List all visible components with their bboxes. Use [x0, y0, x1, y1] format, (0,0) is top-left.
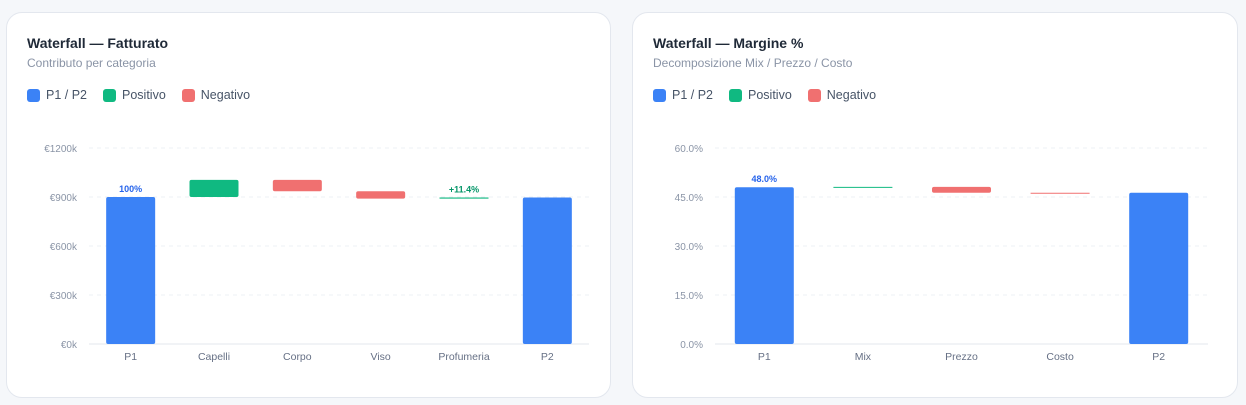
x-tick-label: P1: [758, 351, 771, 363]
legend-label-positive: Positivo: [748, 88, 792, 102]
x-tick-label: Mix: [855, 351, 872, 363]
waterfall-bar-negative[interactable]: [272, 179, 322, 192]
legend-swatch-total: [653, 88, 666, 102]
y-tick-label: 30.0%: [675, 242, 703, 253]
margin-waterfall-chart: 0.0% 15.0% 30.0% 45.0% 60.0% P1 Mix Prezzo Costo…: [675, 144, 1208, 363]
x-tick-label: Capelli: [198, 351, 230, 363]
waterfall-bar-total[interactable]: [734, 187, 794, 344]
legend-item-total[interactable]: P1 / P2: [27, 88, 87, 102]
x-tick-label: P2: [1152, 351, 1165, 363]
card-subtitle: Decomposizione Mix / Prezzo / Costo: [653, 56, 853, 70]
card-title: Waterfall — Fatturato: [27, 35, 169, 51]
waterfall-bar-negative[interactable]: [932, 186, 991, 193]
y-tick-label: €900k: [50, 193, 78, 204]
revenue-waterfall-card: Waterfall — Fatturato Contributo per cat…: [6, 12, 611, 398]
waterfall-bar-positive[interactable]: [439, 197, 489, 199]
legend-swatch-positive: [103, 88, 116, 102]
waterfall-bar-total[interactable]: [522, 197, 572, 344]
x-tick-label: Prezzo: [945, 351, 978, 363]
card-subtitle: Contributo per categoria: [27, 56, 156, 70]
legend-item-positive[interactable]: Positivo: [103, 88, 166, 102]
x-tick-label: Viso: [371, 351, 391, 363]
data-label: 48.0%: [752, 174, 778, 184]
y-tick-label: 0.0%: [680, 340, 703, 351]
x-tick-label: Costo: [1046, 351, 1074, 363]
x-tick-label: P2: [541, 351, 554, 363]
legend-item-negative[interactable]: Negativo: [181, 88, 251, 102]
data-label: +11.4%: [449, 184, 479, 194]
chart-legend: P1 / P2 Positivo Negativo: [27, 88, 250, 102]
legend-item-total[interactable]: P1 / P2: [653, 88, 713, 102]
x-tick-label: Profumeria: [438, 351, 490, 363]
legend-item-negative[interactable]: Negativo: [807, 88, 877, 102]
waterfall-bar-positive[interactable]: [833, 186, 893, 188]
legend-item-positive[interactable]: Positivo: [729, 88, 792, 102]
waterfall-bar-total[interactable]: [106, 197, 156, 344]
x-tick-label: Corpo: [283, 351, 312, 363]
y-tick-label: €600k: [50, 242, 78, 253]
legend-swatch-negative: [807, 88, 821, 102]
y-tick-label: 60.0%: [675, 144, 703, 155]
legend-label-negative: Negativo: [200, 88, 251, 102]
card-title: Waterfall — Margine %: [653, 35, 804, 51]
legend-label-total: P1 / P2: [672, 88, 713, 102]
chart-legend: P1 / P2 Positivo Negativo: [653, 88, 876, 102]
legend-label-positive: Positivo: [122, 88, 166, 102]
y-tick-label: 15.0%: [675, 291, 703, 302]
waterfall-bar-negative[interactable]: [1030, 192, 1090, 194]
revenue-waterfall-chart: €0k €300k €600k €900k €1200k P1 Capelli Corpo Vi…: [44, 144, 589, 363]
y-tick-label: €1200k: [44, 144, 78, 155]
y-tick-label: 45.0%: [675, 193, 703, 204]
waterfall-bar-negative[interactable]: [356, 191, 406, 199]
y-tick-label: €300k: [50, 291, 78, 302]
x-tick-label: P1: [124, 351, 137, 363]
legend-swatch-negative: [181, 88, 195, 102]
waterfall-bar-positive[interactable]: [189, 179, 239, 197]
legend-swatch-total: [27, 88, 40, 102]
legend-swatch-positive: [729, 88, 742, 102]
legend-label-negative: Negativo: [826, 88, 877, 102]
data-label: 100%: [119, 184, 142, 194]
legend-label-total: P1 / P2: [46, 88, 87, 102]
margin-waterfall-card: Waterfall — Margine % Decomposizione Mix…: [632, 12, 1238, 398]
y-tick-label: €0k: [61, 340, 78, 351]
waterfall-bar-total[interactable]: [1129, 192, 1189, 344]
